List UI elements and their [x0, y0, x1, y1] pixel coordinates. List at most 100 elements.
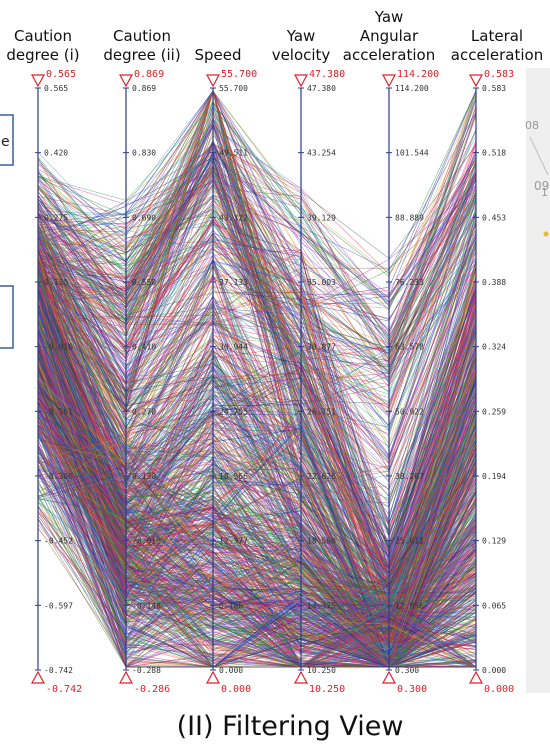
axis-tick-label: 101.544 [395, 149, 429, 158]
axis-tick-label: 114.200 [395, 84, 429, 93]
min-filter-handle[interactable] [468, 670, 484, 684]
data-polyline [37, 118, 477, 309]
data-polyline [37, 451, 477, 662]
axis-tick-label: 18.566 [219, 472, 248, 481]
data-polyline [37, 322, 477, 576]
axis-tick-label: 10.250 [307, 666, 336, 675]
max-filter-handle[interactable] [205, 74, 221, 88]
data-polyline [37, 444, 477, 668]
min-filter-handle[interactable] [30, 670, 46, 684]
data-polyline [37, 124, 477, 300]
data-polyline [37, 476, 477, 668]
axis-tick-label: 55.700 [219, 84, 248, 93]
data-polyline [37, 90, 477, 275]
axis-tick-label: 0.869 [132, 84, 156, 93]
axis-tick-label: 0.270 [132, 407, 156, 416]
axis-tick-label: 0.410 [132, 343, 156, 352]
axis-header-4: Yaw velocity [272, 27, 331, 64]
axis-tick-label: 0.065 [482, 601, 506, 610]
axis-max-label: 0.583 [484, 69, 514, 80]
axis-min-label: 0.000 [484, 684, 514, 695]
axis-max-label: 47.380 [309, 69, 345, 80]
axis-3[interactable]: 55.700 49.511 43.322 37.133 30.944 24.755 18.5… [205, 69, 257, 695]
axis-tick-label: 43.322 [219, 213, 248, 222]
data-polyline [37, 462, 477, 588]
axis-tick-label: 63.578 [395, 343, 424, 352]
axis-2[interactable]: 0.869 0.830 0.690 0.550 0.410 0.270 0.130 -0.01… [118, 69, 170, 695]
data-polyline [37, 157, 477, 298]
max-filter-handle[interactable] [468, 74, 484, 88]
axis-tick-label: 24.755 [219, 407, 248, 416]
min-filter-handle[interactable] [118, 670, 134, 684]
data-polyline [37, 441, 477, 668]
axis-header-line: velocity [272, 46, 331, 64]
axis-tick-label: 0.690 [132, 213, 156, 222]
axis-tick-label: -0.597 [44, 601, 73, 610]
data-polyline [37, 460, 477, 651]
axis-tick-label: -0.016 [44, 343, 73, 352]
axis-min-label: -0.742 [46, 684, 82, 695]
axis-header-line: Yaw [374, 8, 404, 26]
axis-tick-label: 0.000 [482, 666, 506, 675]
left-panel-box-top [0, 114, 14, 166]
axis-tick-label: 30.944 [219, 343, 248, 352]
axis-header-line: Angular [360, 27, 419, 45]
axis-tick-label: -0.161 [44, 407, 73, 416]
data-polyline [37, 103, 477, 342]
data-polyline [37, 167, 477, 549]
max-filter-handle[interactable] [30, 74, 46, 88]
axis-tick-label: 0.830 [132, 149, 156, 158]
axis-tick-label: -0.306 [44, 472, 73, 481]
right-panel-dot [543, 231, 549, 237]
max-filter-handle[interactable] [293, 74, 309, 88]
axes-layer: 0.565 0.420 0.275 0.130 -0.016 -0.161 -0.306 -0… [30, 69, 514, 695]
axis-header-line: degree (ii) [103, 46, 180, 64]
data-polyline [37, 404, 477, 625]
data-polyline [37, 210, 477, 536]
max-filter-handle[interactable] [118, 74, 134, 88]
data-polyline [37, 90, 477, 349]
axis-tick-label: 38.267 [395, 472, 424, 481]
axis-header-line: acceleration [343, 46, 435, 64]
min-filter-handle[interactable] [205, 670, 221, 684]
data-polyline [37, 426, 477, 668]
data-polyline [37, 90, 477, 277]
left-panel-box-bottom [0, 285, 14, 349]
axis-min-label: 0.300 [397, 684, 427, 695]
data-polyline [37, 261, 477, 547]
axis-header-3: Speed [194, 46, 241, 64]
axis-6[interactable]: 0.583 0.518 0.453 0.388 0.324 0.259 0.194 0.129… [468, 69, 514, 695]
right-panel-text-1: 08 [525, 119, 539, 132]
data-polyline [37, 299, 477, 559]
axis-4[interactable]: 47.380 43.254 39.129 35.003 30.877 26.751 22.6… [293, 69, 345, 695]
axis-tick-label: 76.233 [395, 278, 424, 287]
data-polyline [37, 367, 477, 646]
axis-tick-label: 43.254 [307, 149, 336, 158]
left-panel-letter: e [1, 134, 10, 150]
data-polyline [37, 142, 477, 322]
data-polyline [37, 415, 477, 646]
data-polyline [37, 365, 477, 668]
data-polyline [37, 377, 477, 647]
axis-tick-label: 0.420 [44, 149, 68, 158]
data-polyline [37, 169, 477, 332]
axis-header-2: Caution degree (ii) [103, 27, 180, 64]
data-polyline [37, 220, 477, 533]
data-polyline [37, 397, 477, 595]
axis-max-label: 0.565 [46, 69, 76, 80]
axis-tick-label: 30.877 [307, 343, 336, 352]
data-polyline [37, 143, 477, 312]
data-polyline [37, 506, 477, 668]
min-filter-handle[interactable] [293, 670, 309, 684]
axis-tick-label: 50.922 [395, 407, 424, 416]
min-filter-handle[interactable] [381, 670, 397, 684]
data-polyline [37, 130, 477, 343]
axis-header-line: Lateral [471, 27, 523, 45]
axis-tick-label: 0.129 [482, 537, 506, 546]
max-filter-handle[interactable] [381, 74, 397, 88]
axis-5[interactable]: 114.200 101.544 88.889 76.233 63.578 50.922 38… [381, 69, 439, 695]
data-polyline [37, 473, 477, 668]
axis-1[interactable]: 0.565 0.420 0.275 0.130 -0.016 -0.161 -0.306 -0… [30, 69, 82, 695]
data-polyline [37, 501, 477, 668]
data-polyline [37, 436, 477, 668]
